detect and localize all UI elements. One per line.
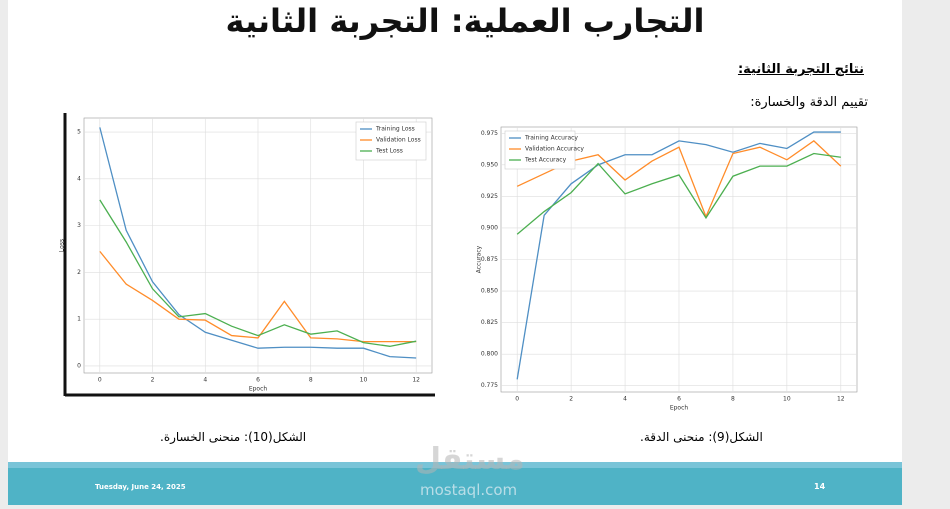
y-tick-label: 0.950 <box>481 161 498 168</box>
y-axis-label: Loss <box>59 239 66 252</box>
y-tick-label: 4 <box>77 175 81 182</box>
section-heading: نتائج التجربة الثانية: <box>737 62 864 77</box>
x-tick-label: 12 <box>837 396 845 403</box>
y-tick-label: 5 <box>77 129 81 136</box>
footer-date: Tuesday, June 24, 2025 <box>95 483 186 491</box>
y-tick-label: 0.975 <box>481 130 498 137</box>
line-series <box>99 127 417 359</box>
watermark: مستقل <box>415 442 525 477</box>
x-axis-label: Epoch <box>249 386 268 393</box>
x-tick-label: 2 <box>569 396 573 403</box>
y-tick-label: 0.800 <box>481 351 498 358</box>
watermark-url: mostaql.com <box>420 481 518 499</box>
x-tick-label: 8 <box>309 377 313 384</box>
x-tick-label: 4 <box>203 377 207 384</box>
y-tick-label: 0.775 <box>481 382 498 389</box>
caption: الشكل(9): منحنى الدقة. <box>640 430 763 444</box>
y-tick-label: 1 <box>77 316 81 323</box>
y-tick-label: 0.825 <box>481 319 498 326</box>
line-series <box>99 250 417 343</box>
x-tick-label: 0 <box>515 396 519 403</box>
line-series <box>99 199 417 347</box>
x-axis-label: Epoch <box>670 405 689 412</box>
y-tick-label: 3 <box>77 222 81 229</box>
legend-label: Validation Accuracy <box>525 146 584 153</box>
x-tick-label: 6 <box>256 377 260 384</box>
x-tick-label: 8 <box>731 396 735 403</box>
legend-label: Validation Loss <box>376 137 421 144</box>
x-tick-label: 2 <box>151 377 155 384</box>
line-series <box>516 152 841 235</box>
y-tick-label: 0.850 <box>481 288 498 295</box>
x-tick-label: 12 <box>412 377 420 384</box>
footer-band <box>8 468 902 505</box>
footer-line <box>8 462 902 468</box>
y-axis-label: Accuracy <box>476 245 483 273</box>
x-tick-label: 6 <box>677 396 681 403</box>
x-tick-label: 10 <box>360 377 368 384</box>
legend-label: Training Loss <box>375 126 415 133</box>
y-tick-label: 0.875 <box>481 256 498 263</box>
legend <box>355 121 427 161</box>
y-tick-label: 2 <box>77 269 81 276</box>
caption: الشكل(10): منحنى الخسارة. <box>160 430 307 444</box>
slide-title: التجارب العملية: التجربة الثانية <box>225 2 705 40</box>
y-tick-label: 0.900 <box>481 224 498 231</box>
legend-label: Training Accuracy <box>524 135 578 142</box>
x-tick-label: 10 <box>783 396 791 403</box>
line-series <box>516 131 841 380</box>
legend-label: Test Accuracy <box>524 157 567 164</box>
page-number: 14 <box>814 482 826 491</box>
x-tick-label: 0 <box>98 377 102 384</box>
y-tick-label: 0.925 <box>481 193 498 200</box>
subsection-heading: تقييم الدقة والخسارة: <box>750 95 868 110</box>
legend-label: Test Loss <box>375 148 403 155</box>
y-tick-label: 0 <box>77 362 81 369</box>
legend <box>504 130 576 170</box>
x-tick-label: 4 <box>623 396 627 403</box>
